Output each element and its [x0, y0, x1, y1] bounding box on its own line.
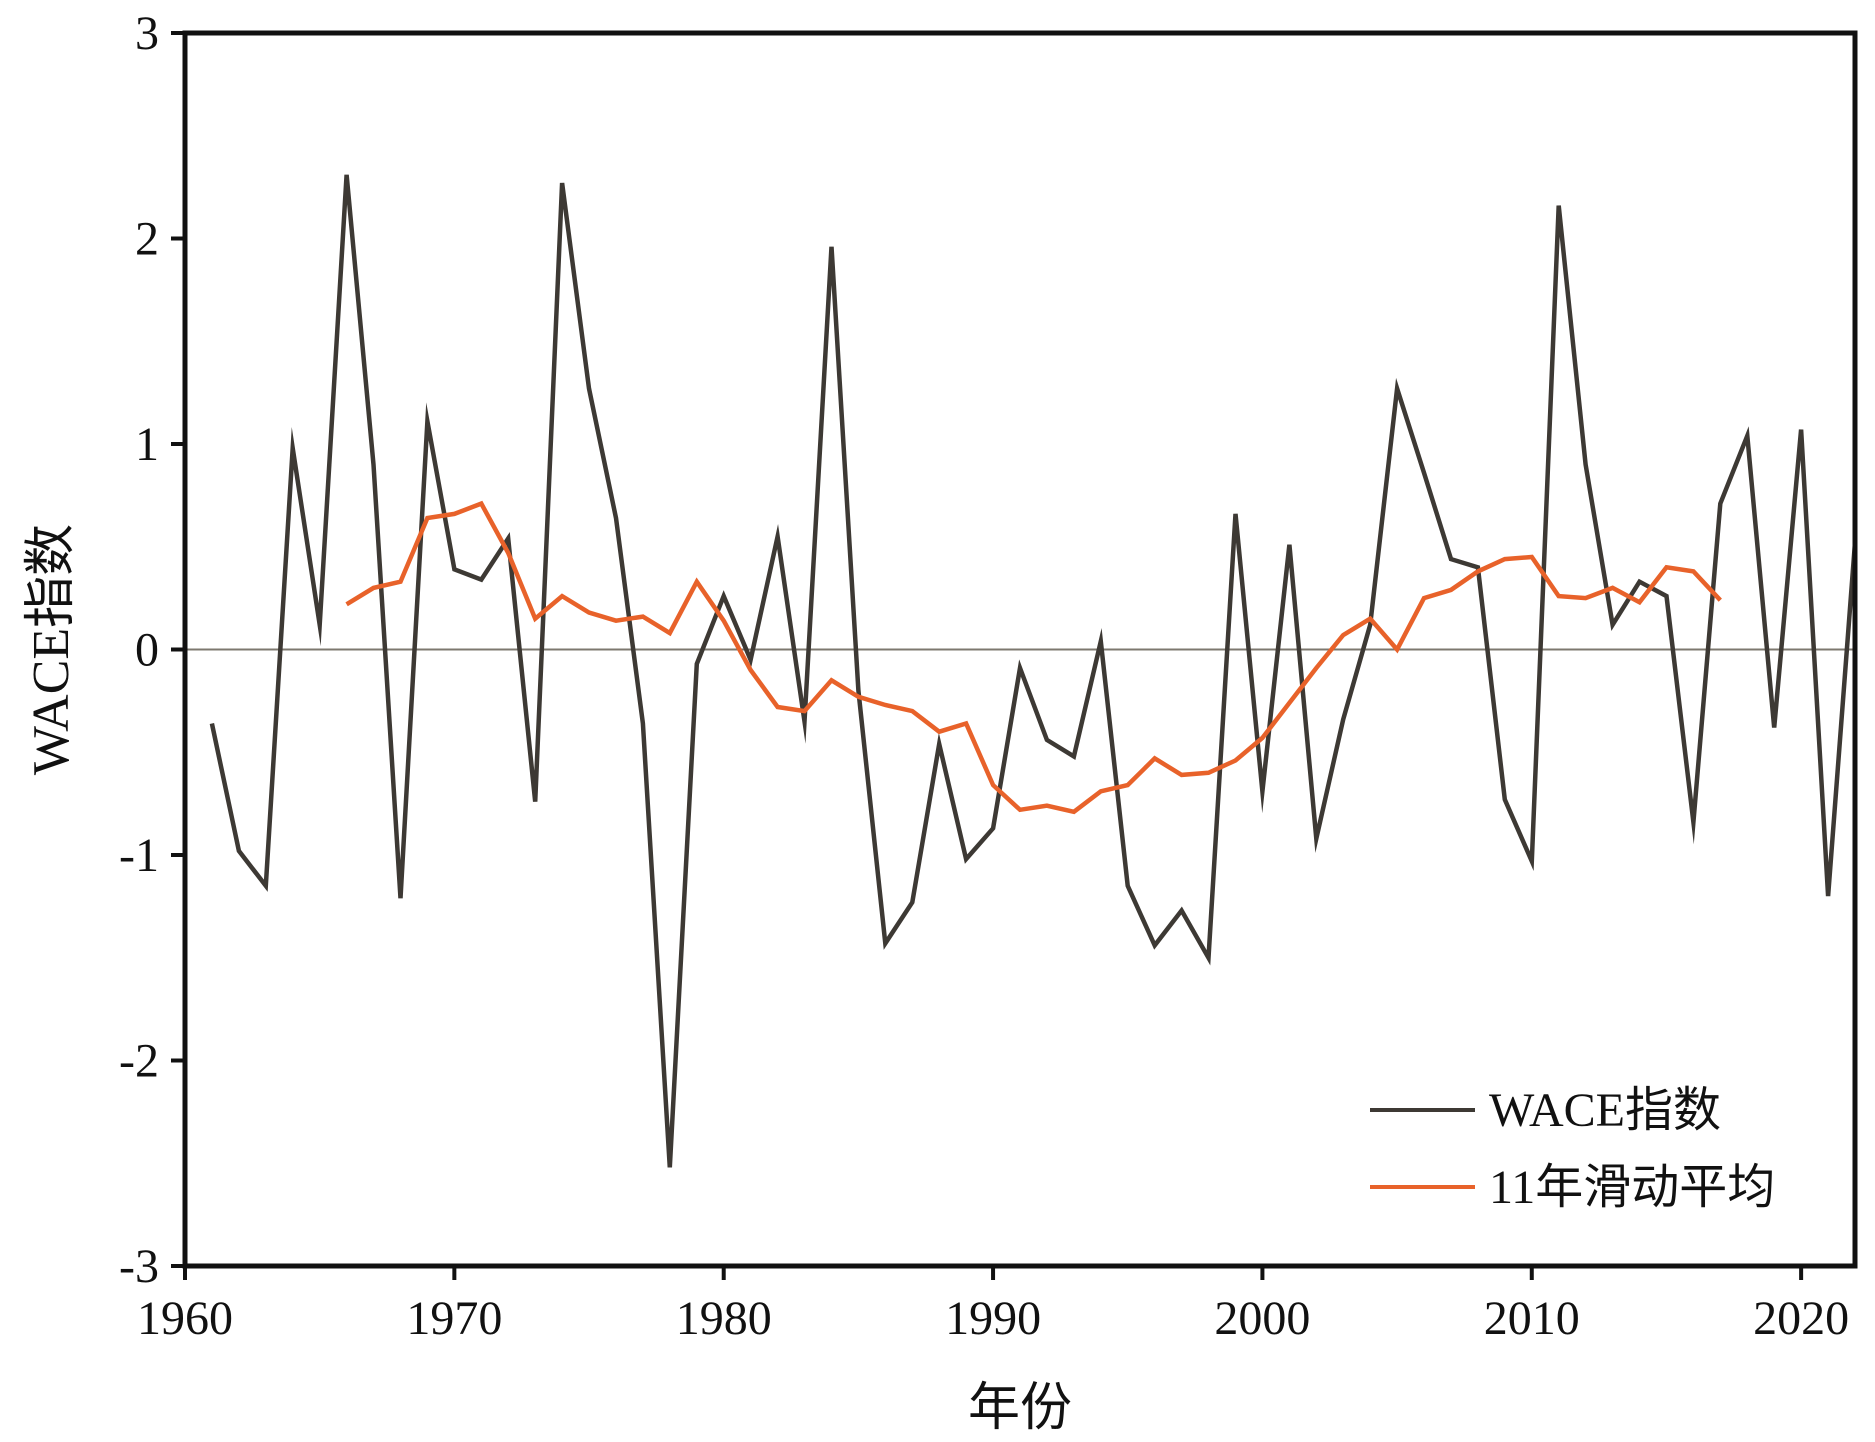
series-layer: [209, 174, 1855, 1168]
y-axis-title: WACE指数: [23, 524, 80, 775]
x-tick-label: 1980: [676, 1292, 772, 1345]
y-tick-label: 0: [135, 624, 159, 677]
legend-label-wace: WACE指数: [1489, 1084, 1721, 1137]
y-tick-label: -2: [119, 1035, 159, 1088]
x-tick-label: 1960: [137, 1292, 233, 1345]
y-tick-label: 2: [135, 213, 159, 266]
series-line-wace: [209, 174, 1855, 1168]
x-axis: 1960 1970 1980 1990 2000 2010 2020: [137, 1266, 1849, 1345]
y-tick-label: -3: [119, 1240, 159, 1293]
y-axis: -3 -2 -1 0 1 2 3: [119, 7, 185, 1293]
y-tick-label: 3: [135, 7, 159, 60]
x-tick-label: 1990: [945, 1292, 1041, 1345]
legend: WACE指数 11年滑动平均: [1370, 1084, 1775, 1214]
x-tick-label: 1970: [406, 1292, 502, 1345]
x-tick-label: 2020: [1753, 1292, 1849, 1345]
legend-label-moving-average: 11年滑动平均: [1489, 1161, 1775, 1214]
x-axis-title: 年份: [968, 1380, 1072, 1437]
y-tick-label: 1: [135, 418, 159, 471]
x-tick-label: 2000: [1214, 1292, 1310, 1345]
series-line-moving-average: [345, 500, 1722, 815]
x-tick-label: 2010: [1484, 1292, 1580, 1345]
y-tick-label: -1: [119, 829, 159, 882]
